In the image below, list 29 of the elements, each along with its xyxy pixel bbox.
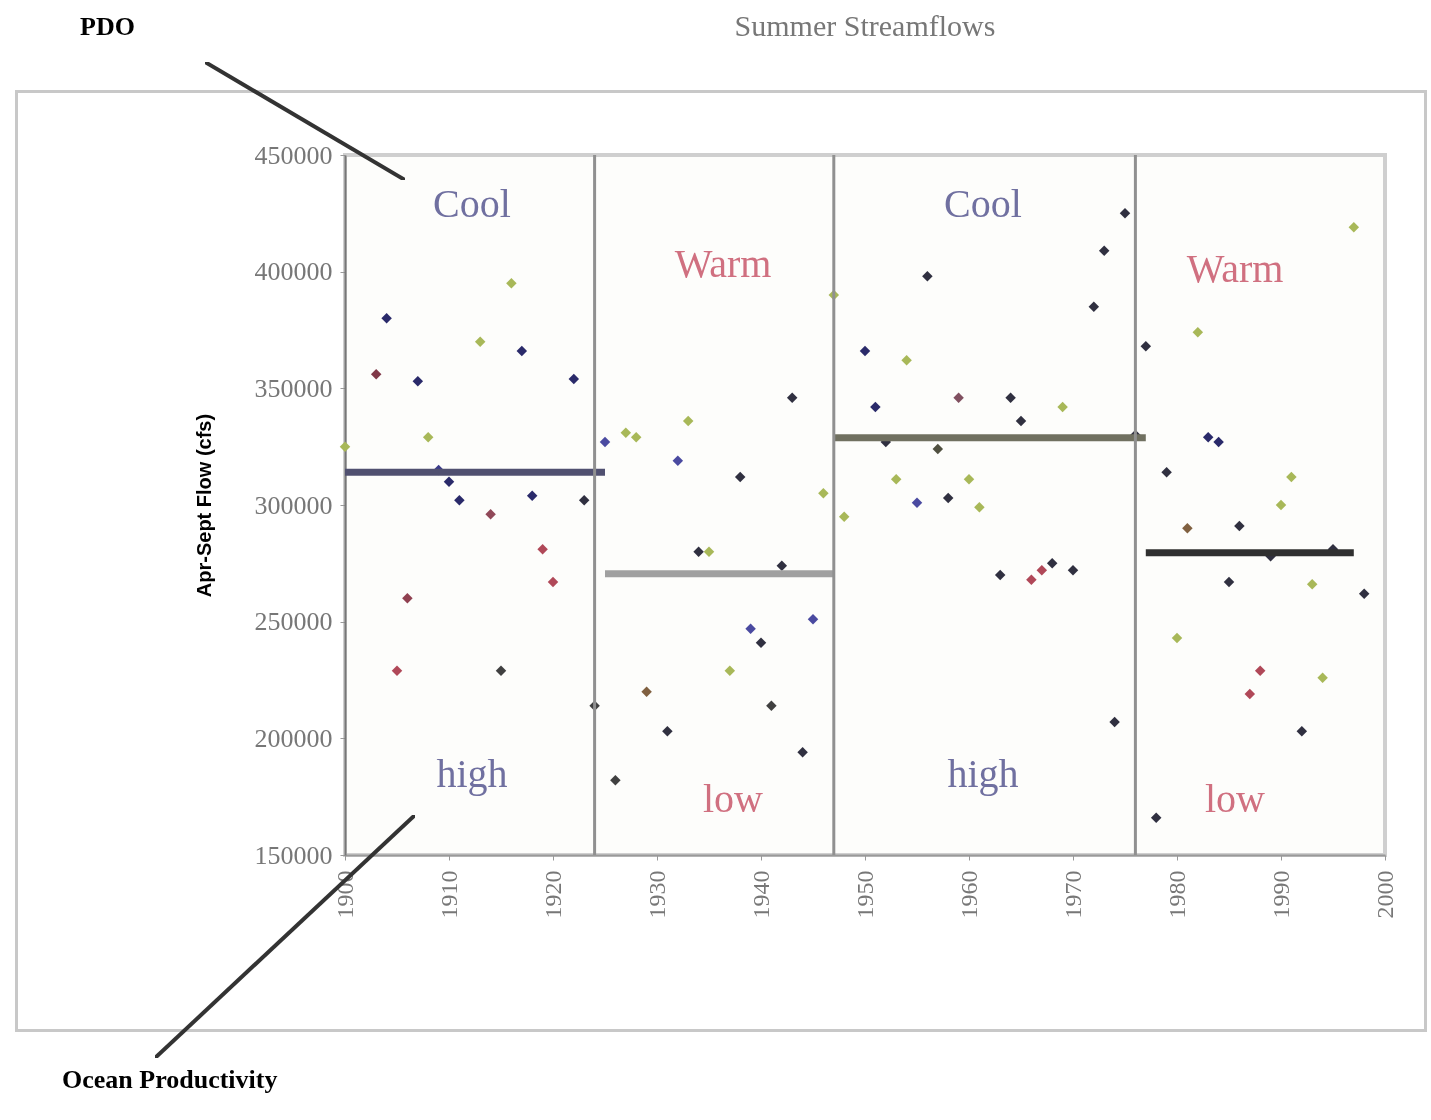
x-tick-label: 1930 [643, 870, 670, 919]
annotation: Warm [674, 241, 772, 286]
text: PDO [80, 12, 135, 42]
x-tick-label: 1970 [1059, 870, 1086, 919]
annotation: low [1205, 776, 1266, 821]
text: Ocean Productivity [62, 1065, 278, 1095]
chart-title: Summer Streamflows [734, 9, 996, 42]
annotation: high [436, 751, 508, 796]
x-tick-label: 2000 [1371, 870, 1398, 919]
y-tick-label: 150000 [254, 840, 333, 870]
annotation: low [703, 776, 764, 821]
y-tick-label: 450000 [254, 140, 333, 170]
y-tick-label: 400000 [254, 257, 333, 287]
y-tick-label: 250000 [254, 607, 333, 637]
x-tick-label: 1920 [539, 870, 566, 919]
annotation: high [947, 751, 1019, 796]
y-tick-label: 350000 [254, 373, 333, 403]
x-tick-label: 1980 [1163, 870, 1190, 919]
y-tick-label: 300000 [254, 490, 333, 520]
x-tick-label: 1910 [435, 870, 462, 919]
x-tick-label: 1940 [747, 870, 774, 919]
x-tick-label: 1960 [955, 870, 982, 919]
y-tick-label: 200000 [254, 723, 333, 753]
annotation: Cool [944, 181, 1022, 226]
x-tick-label: 1950 [851, 870, 878, 919]
annotation: Cool [433, 181, 511, 226]
annotation: Warm [1186, 246, 1284, 291]
x-tick-label: 1990 [1267, 870, 1294, 919]
y-axis-title: Apr-Sept Flow (cfs) [192, 413, 215, 598]
